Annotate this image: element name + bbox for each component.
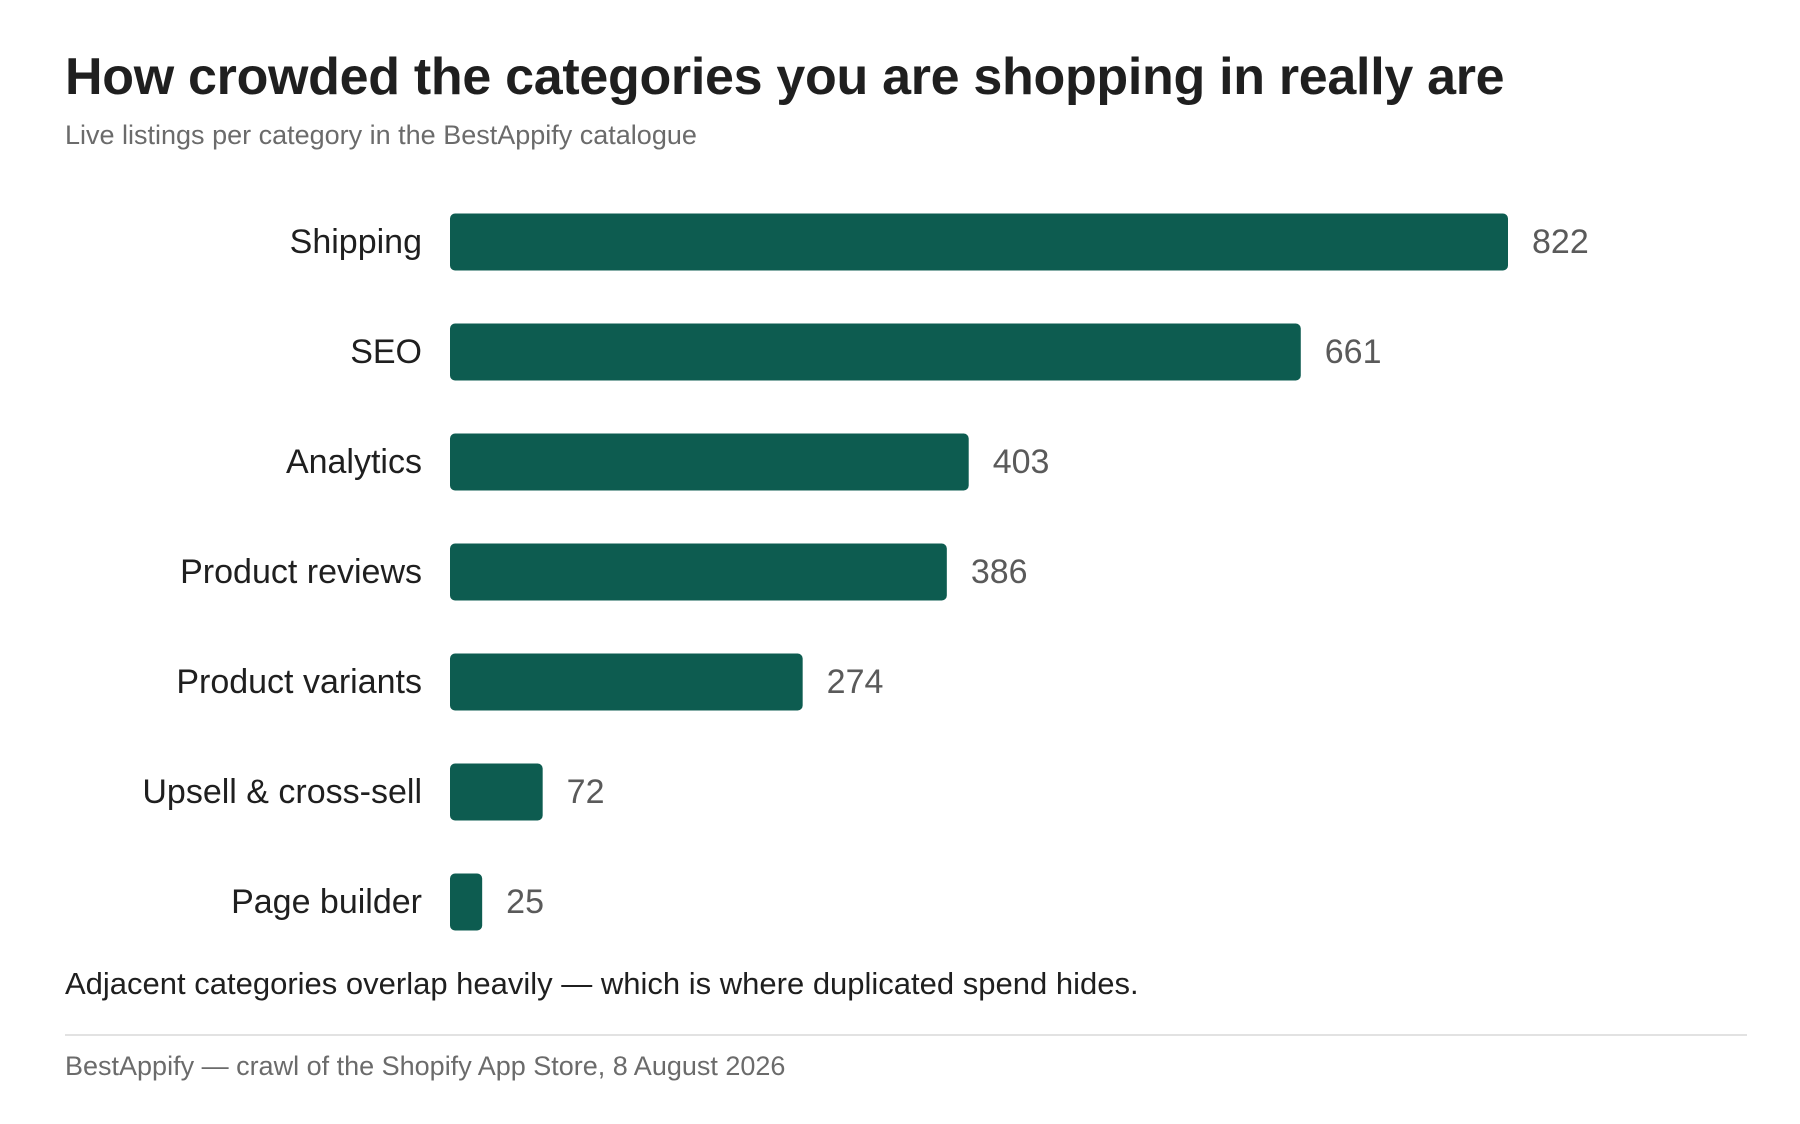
- value-label: 822: [1532, 223, 1589, 261]
- category-label: Shipping: [290, 223, 422, 261]
- category-label: Product reviews: [180, 553, 422, 591]
- bar-row: Upsell & cross-sell 72: [142, 763, 605, 821]
- value-label: 25: [506, 883, 544, 921]
- bar: [450, 763, 543, 821]
- bar-chart-svg: Shipping 822 SEO 661 Analytics 403 Product rev…: [142, 213, 1589, 931]
- category-label: Analytics: [286, 443, 422, 481]
- value-label: 403: [993, 443, 1050, 481]
- bar-row: Page builder 25: [231, 873, 544, 931]
- value-label: 72: [567, 773, 605, 811]
- bar-chart: Shipping 822 SEO 661 Analytics 403 Product rev…: [0, 195, 1800, 945]
- bar-row: SEO 661: [350, 323, 1382, 381]
- bar: [450, 543, 947, 601]
- category-label: Product variants: [176, 663, 422, 701]
- chart-title: How crowded the categories you are shopp…: [65, 48, 1505, 106]
- bar-row: Product variants 274: [176, 653, 884, 711]
- bar: [450, 323, 1301, 381]
- category-label: SEO: [350, 333, 422, 371]
- bar: [450, 213, 1508, 271]
- bar-row: Product reviews 386: [180, 543, 1028, 601]
- category-label: Page builder: [231, 883, 422, 921]
- bar: [450, 873, 483, 931]
- value-label: 661: [1325, 333, 1382, 371]
- bar: [450, 653, 803, 711]
- footer-divider: [65, 1034, 1747, 1036]
- bar-row: Shipping 822: [290, 213, 1589, 271]
- chart-subtitle: Live listings per category in the BestAp…: [65, 120, 697, 150]
- value-label: 274: [827, 663, 884, 701]
- chart-note: Adjacent categories overlap heavily — wh…: [65, 966, 1139, 1001]
- bar-row: Analytics 403: [286, 433, 1050, 491]
- bar: [450, 433, 969, 491]
- value-label: 386: [971, 553, 1028, 591]
- category-label: Upsell & cross-sell: [142, 773, 422, 811]
- source-credit: BestAppify — crawl of the Shopify App St…: [65, 1051, 786, 1081]
